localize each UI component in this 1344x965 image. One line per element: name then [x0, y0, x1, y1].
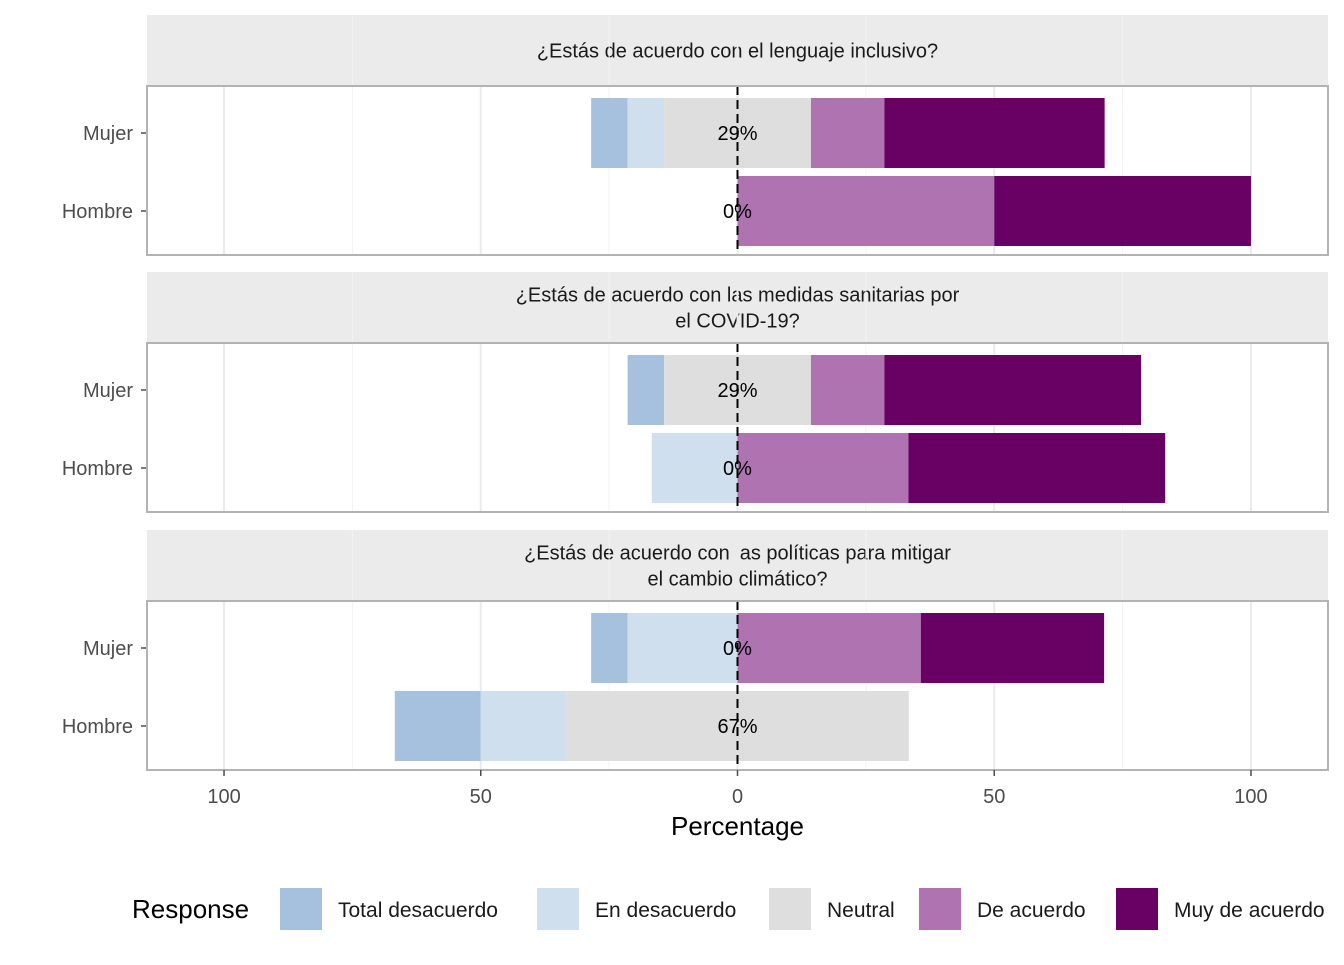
bar-muy-de-acuerdo [884, 98, 1105, 168]
bar-muy-de-acuerdo [994, 176, 1251, 246]
x-axis-title: Percentage [671, 811, 804, 841]
bar-en-desacuerdo [480, 691, 567, 761]
legend-label: Total desacuerdo [338, 899, 498, 922]
bar-en-desacuerdo [627, 613, 738, 683]
y-tick-label: Mujer [83, 638, 133, 660]
bar-muy-de-acuerdo [884, 355, 1142, 425]
legend-label: Muy de acuerdo [1174, 899, 1325, 922]
facet-panel-2: ¿Estás de acuerdo con las medidas sanita… [62, 272, 1329, 513]
legend-label: Neutral [827, 899, 895, 922]
y-tick-label: Hombre [62, 458, 133, 480]
bar-en-desacuerdo [627, 98, 665, 168]
bar-de-acuerdo [737, 433, 909, 503]
facet-panel-1: ¿Estás de acuerdo con el lenguaje inclus… [62, 15, 1329, 256]
legend-key [278, 886, 324, 932]
bar-de-acuerdo [737, 176, 995, 246]
legend-label: De acuerdo [977, 899, 1086, 922]
bar-muy-de-acuerdo [920, 613, 1105, 683]
x-tick-label: 100 [207, 786, 240, 808]
legend-label: En desacuerdo [595, 899, 736, 922]
bar-de-acuerdo [810, 98, 885, 168]
y-tick-label: Mujer [83, 123, 133, 145]
bar-total-desacuerdo [591, 98, 628, 168]
legend-key [767, 886, 813, 932]
y-tick-label: Hombre [62, 716, 133, 738]
y-tick-label: Hombre [62, 201, 133, 223]
bar-de-acuerdo [810, 355, 885, 425]
bar-en-desacuerdo [651, 433, 738, 503]
x-tick-label: 50 [983, 786, 1005, 808]
legend-key [1114, 886, 1160, 932]
y-tick-label: Mujer [83, 380, 133, 402]
x-tick-label: 0 [732, 786, 743, 808]
x-tick-label: 100 [1234, 786, 1267, 808]
legend-key [535, 886, 581, 932]
panel-border [146, 85, 1329, 256]
legend-key [917, 886, 963, 932]
bar-de-acuerdo [737, 613, 921, 683]
panel-border [146, 342, 1329, 513]
legend-title: Response [132, 894, 249, 924]
bar-total-desacuerdo [394, 691, 481, 761]
bar-total-desacuerdo [591, 613, 628, 683]
legend: Response Total desacuerdo En desacuerdo Neu… [132, 886, 1325, 932]
bar-muy-de-acuerdo [908, 433, 1166, 503]
x-tick-label: 50 [470, 786, 492, 808]
bar-total-desacuerdo [627, 355, 665, 425]
facet-panel-3: ¿Estás de acuerdo con las políticas para… [62, 530, 1329, 771]
